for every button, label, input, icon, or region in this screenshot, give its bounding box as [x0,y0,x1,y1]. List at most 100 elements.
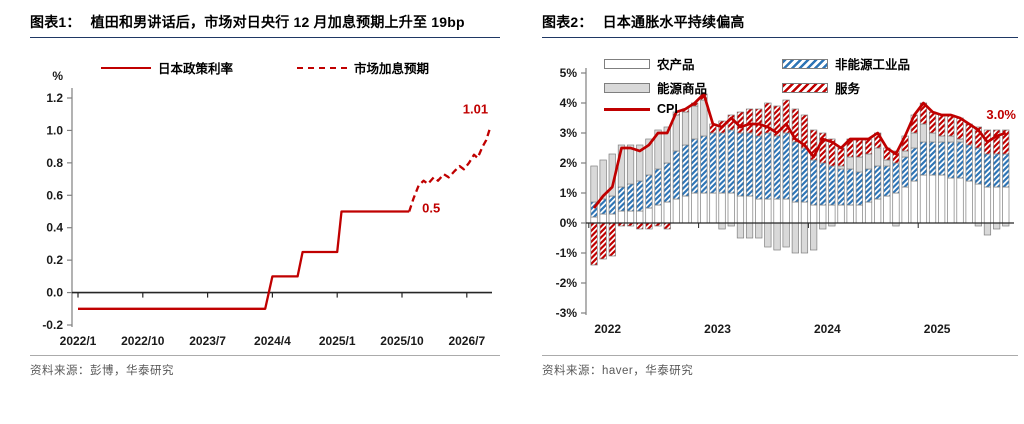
bar-segment [608,213,616,224]
legend-item-hike-expectation: 市场加息预期 [297,58,429,77]
bar-segment [782,99,790,134]
gray-bar-swatch [604,82,650,93]
bar-segment [956,141,964,179]
bar-segment [919,141,928,176]
bar-segment [983,186,992,224]
bar-segment [883,159,891,167]
cpi-line-swatch [604,107,650,111]
bar-segment [645,138,653,176]
bar-segment [810,204,818,224]
legend-item-energy: 能源商品 [604,78,782,97]
figure1-label: 图表1： [30,14,81,30]
bar-segment [736,222,745,239]
bar-segment [745,132,754,197]
svg-text:5%: 5% [560,66,578,80]
bar-segment [828,165,836,206]
bar-segment [819,132,827,164]
legend-item-cpi: CPI [604,102,782,116]
legend-label: 农产品 [657,58,695,72]
bar-segment [965,180,973,224]
bar-segment [599,222,607,260]
bar-segment [709,132,717,194]
bar-segment [892,162,900,194]
svg-text:0.2: 0.2 [46,253,63,267]
bar-segment [874,165,882,200]
legend-label: CPI [657,102,678,116]
bar-segment [993,153,1001,188]
bar-segment [745,195,754,224]
bar-segment [864,138,873,155]
value-annotation: 1.01 [463,101,488,116]
svg-text:-0.2: -0.2 [42,318,63,332]
bar-segment [718,222,726,230]
bar-segment [636,210,644,224]
bar-segment [800,114,809,149]
bar-segment [892,192,900,224]
svg-text:2026/7: 2026/7 [448,334,485,348]
bar-segment [691,138,699,194]
bar-segment [681,195,690,224]
svg-text:2024/4: 2024/4 [254,334,291,348]
bar-segment [791,108,799,143]
figure2-panel: 图表2： 日本通胀水平持续偏高 农产品 非能源工业品 能源商品 服务 [512,0,1024,424]
bar-segment [947,114,955,137]
svg-text:0.4: 0.4 [46,221,63,235]
bar-segment [709,192,717,224]
svg-text:0.8: 0.8 [46,156,63,170]
bar-segment [608,222,616,257]
bar-segment [837,147,845,167]
bar-segment [928,132,937,143]
dashed-line-swatch [297,66,347,69]
bar-segment [590,165,598,203]
white-bar-swatch [604,58,650,69]
inflation-chart: 农产品 非能源工业品 能源商品 服务 CPI [542,38,1018,354]
bar-segment [837,165,845,170]
bar-segment [810,129,818,161]
svg-text:3%: 3% [560,126,578,140]
bar-segment [846,204,854,224]
bar-segment [965,123,973,146]
bar-segment [883,165,891,197]
bar-segment [791,222,799,254]
bar-segment [663,162,671,203]
bar-segment [928,174,937,224]
bar-segment [956,138,964,143]
bar-segment [919,174,928,224]
bar-segment [901,156,909,188]
svg-text:-3%: -3% [556,306,578,320]
figure2-legend: 农产品 非能源工业品 能源商品 服务 CPI [604,54,910,116]
bar-segment [983,153,992,188]
svg-text:2023/7: 2023/7 [189,334,226,348]
bar-segment [645,174,653,209]
bar-segment [1002,153,1010,188]
bar-segment [864,168,873,203]
bar-segment [764,222,772,248]
bar-segment [773,198,781,224]
bar-segment [810,222,818,251]
bar-segment [1002,129,1010,155]
bar-segment [800,147,809,203]
bar-segment [983,222,992,236]
bar-segment [901,150,909,158]
bar-segment [718,132,726,194]
bar-segment [782,222,790,248]
bar-segment [645,222,653,230]
bar-segment [974,183,982,224]
bar-segment [608,195,616,215]
bar-segment [855,156,863,173]
svg-text:%: % [52,69,63,83]
bar-segment [947,141,955,179]
bar-segment [700,135,708,194]
bar-segment [855,204,863,224]
bar-segment [764,198,772,224]
figure1-legend: 日本政策利率 市场加息预期 [30,58,500,77]
legend-label: 服务 [835,82,861,96]
policy-rate-chart: 日本政策利率 市场加息预期 -0.2 0.0 0.2 0.4 0.6 0.8 1.0 1.2%… [30,38,500,354]
svg-text:2025/1: 2025/1 [319,334,356,348]
bar-segment [636,144,644,182]
bar-segment [993,186,1001,224]
value-annotation: 3.0% [986,107,1016,122]
bar-segment [681,111,690,146]
bar-segment [755,135,763,200]
legend-item-services: 服务 [782,78,910,97]
